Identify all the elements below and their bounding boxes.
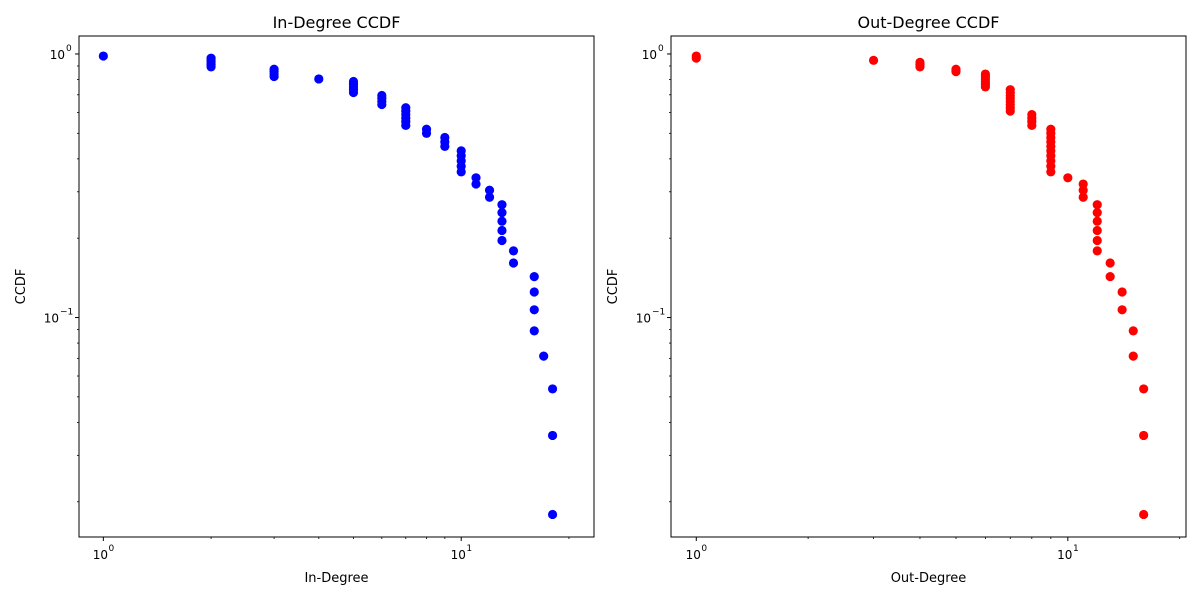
y-tick-label: 10 [44, 312, 59, 326]
x-tick-exponent: 1 [1073, 544, 1079, 554]
x-tick-label: 10 [1057, 548, 1072, 562]
data-point [1139, 430, 1149, 441]
data-point [421, 128, 432, 138]
x-tick-label: 10 [451, 548, 466, 562]
data-point [497, 200, 507, 210]
data-point [508, 246, 519, 256]
y-axis-label: CCDF [606, 269, 621, 305]
data-point [691, 53, 701, 63]
data-point [1105, 258, 1115, 268]
data-point [1078, 185, 1088, 195]
data-point [980, 82, 991, 92]
data-point [1027, 120, 1037, 130]
axes-frame [78, 35, 595, 538]
data-point [98, 51, 108, 61]
data-point [484, 192, 495, 202]
data-point [456, 167, 466, 177]
data-point [377, 99, 387, 110]
y-tick-exponent: −1 [652, 308, 665, 318]
data-point [497, 216, 507, 226]
data-point [547, 430, 558, 441]
data-point [497, 235, 507, 246]
data-point [314, 74, 324, 84]
data-point [547, 384, 558, 394]
data-point [206, 62, 216, 72]
data-point [1128, 351, 1138, 361]
data-point [1092, 208, 1102, 218]
data-point [1092, 246, 1102, 256]
data-point [269, 71, 279, 82]
chart-title: In-Degree CCDF [273, 13, 401, 32]
data-point [529, 271, 539, 282]
data-point [1092, 216, 1102, 226]
x-axis-label: In-Degree [304, 571, 368, 586]
data-point [915, 62, 925, 72]
data-point [497, 225, 507, 236]
x-tick-exponent: 1 [466, 544, 472, 554]
data-point [1046, 167, 1056, 177]
data-point [1128, 326, 1138, 336]
data-point [529, 305, 539, 315]
data-point [1092, 225, 1102, 236]
data-point [529, 326, 539, 336]
data-point [539, 351, 549, 361]
data-point [401, 120, 411, 130]
data-point [951, 67, 961, 77]
y-tick-exponent: 0 [658, 44, 664, 54]
data-point [547, 509, 558, 520]
data-point [1078, 192, 1088, 202]
data-point [440, 141, 450, 151]
data-point [1092, 200, 1102, 210]
data-point [1117, 305, 1127, 315]
y-axis-label: CCDF [14, 269, 29, 305]
x-axis-label: Out-Degree [891, 571, 967, 586]
y-tick-exponent: −1 [60, 308, 73, 318]
y-tick-label: 10 [636, 312, 651, 326]
x-tick-exponent: 0 [108, 544, 114, 554]
data-point [484, 185, 495, 195]
data-point [1063, 173, 1073, 183]
x-tick-exponent: 0 [701, 544, 707, 554]
chart-title: Out-Degree CCDF [858, 13, 1000, 32]
data-point [1139, 509, 1149, 520]
data-point [1117, 287, 1127, 297]
data-point [1139, 384, 1149, 394]
x-tick-label: 10 [93, 548, 108, 562]
data-point [1105, 271, 1115, 282]
data-point [497, 208, 507, 218]
data-point [1005, 106, 1015, 116]
x-tick-label: 10 [686, 548, 701, 562]
y-tick-label: 10 [50, 48, 65, 62]
y-tick-exponent: 0 [66, 44, 72, 54]
data-point [529, 287, 539, 297]
data-point [868, 55, 879, 65]
data-point [508, 258, 519, 268]
axes-frame [670, 35, 1187, 538]
data-point [471, 179, 481, 189]
y-tick-label: 10 [642, 48, 657, 62]
data-point [348, 87, 359, 98]
data-point [1092, 235, 1102, 246]
